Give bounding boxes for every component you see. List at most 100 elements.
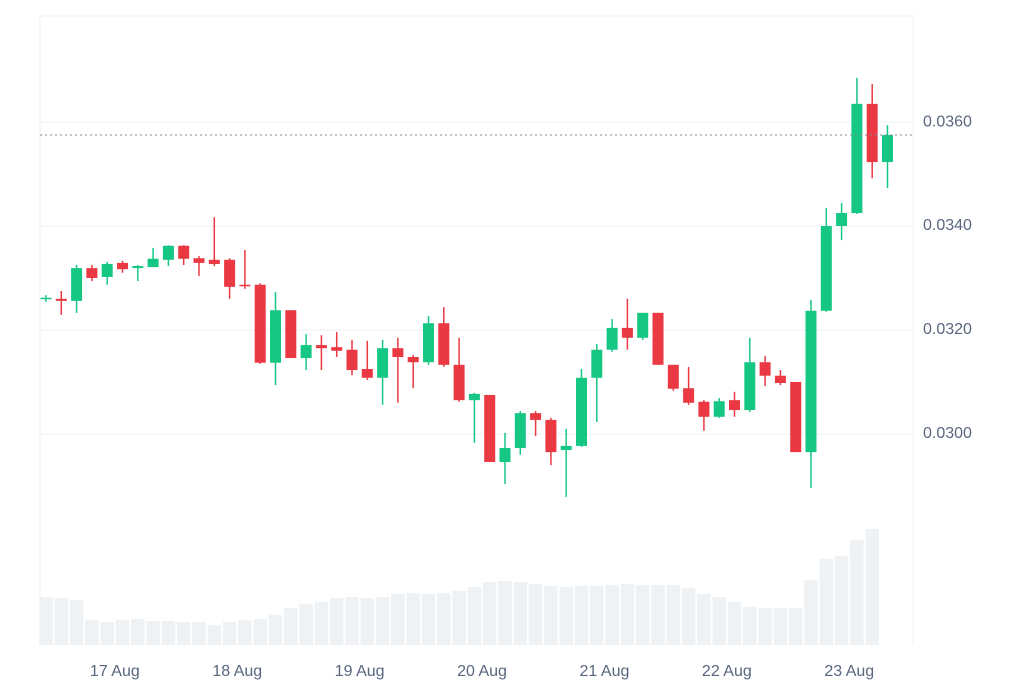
volume-bar <box>222 622 237 645</box>
candle-body <box>560 445 572 451</box>
candle-body <box>147 258 159 268</box>
candle-body <box>637 312 649 338</box>
volume-bar <box>819 559 834 645</box>
volume-bar <box>712 597 726 645</box>
x-tick-label: 18 Aug <box>212 663 262 680</box>
candle-body <box>377 348 389 378</box>
volume-bar <box>467 587 482 645</box>
volume-bar <box>804 580 818 645</box>
candle-body <box>101 263 113 277</box>
candle-body <box>530 413 542 420</box>
volume-bar <box>253 619 267 645</box>
candle-body <box>224 259 236 287</box>
volume-bar <box>452 591 466 645</box>
candle-body <box>499 447 511 463</box>
volume-bar <box>574 586 589 645</box>
x-tick-label: 22 Aug <box>702 663 752 680</box>
volume-bar <box>115 620 130 645</box>
y-tick-label: 0.0320 <box>923 321 972 338</box>
candle-body <box>514 413 526 448</box>
candle-body <box>438 323 450 365</box>
candle-body <box>254 284 266 363</box>
volume-bar <box>207 625 222 645</box>
volume-bar <box>299 604 313 645</box>
volume-bar <box>620 584 635 645</box>
volume-bar <box>437 593 451 645</box>
volume-bar <box>758 608 772 645</box>
candle-body <box>300 345 312 359</box>
candle-body <box>132 266 144 269</box>
volume-bar <box>482 582 497 645</box>
candle-body <box>331 347 343 351</box>
volume-bar <box>161 621 176 645</box>
candle-body <box>361 368 373 378</box>
candle-body <box>652 312 664 365</box>
volume-bar <box>773 608 788 645</box>
candle-body <box>836 213 848 227</box>
candle-body <box>621 327 633 338</box>
volume-bar <box>146 621 160 645</box>
volume-bar <box>238 620 252 645</box>
candle-body <box>239 284 251 287</box>
candle-body <box>453 364 465 401</box>
candle-body <box>86 268 98 278</box>
volume-bar <box>85 620 99 645</box>
candle-body <box>270 310 281 363</box>
candle-body <box>55 298 67 301</box>
volume-bar <box>131 619 145 645</box>
volume-bar <box>421 594 436 645</box>
candle-body <box>774 375 786 384</box>
volume-bar <box>69 600 84 645</box>
candle-body <box>851 103 863 214</box>
volume-bar <box>651 585 665 645</box>
volume-bar <box>590 586 604 645</box>
volume-bar <box>406 593 420 645</box>
candle-body <box>866 103 878 163</box>
volume-bar <box>544 586 558 645</box>
candle-body <box>346 349 358 371</box>
volume-bar <box>284 608 298 645</box>
candle-body <box>576 377 587 446</box>
x-tick-label: 20 Aug <box>457 663 507 680</box>
candle-body <box>162 245 174 260</box>
volume-bar <box>697 594 711 645</box>
volume-bar <box>559 587 573 645</box>
volume-bar <box>329 598 344 645</box>
candle-body <box>484 394 496 463</box>
candle-body <box>729 400 740 411</box>
volume-bar <box>513 582 528 645</box>
candle-body <box>407 357 419 363</box>
volume-bar <box>192 622 206 645</box>
volume-bar <box>635 585 650 645</box>
volume-bar <box>498 581 512 645</box>
x-tick-label: 23 Aug <box>824 663 874 680</box>
candle-body <box>698 401 710 417</box>
candle-body <box>790 381 802 453</box>
volume-bar <box>345 597 359 645</box>
volume-bar <box>528 584 543 645</box>
volume-bar <box>314 602 329 645</box>
x-tick-label: 21 Aug <box>580 663 630 680</box>
candle-body <box>606 327 618 350</box>
candle-body <box>591 349 603 378</box>
candle-body <box>683 388 695 403</box>
volume-bar <box>850 540 864 645</box>
candle-body <box>285 310 297 359</box>
x-tick-label: 19 Aug <box>335 663 385 680</box>
y-tick-label: 0.0340 <box>923 217 972 234</box>
candle-body <box>744 362 756 411</box>
candle-body <box>882 135 893 163</box>
volume-bar <box>54 598 69 645</box>
candle-body <box>40 297 52 300</box>
candle-body <box>759 362 771 376</box>
volume-bar <box>666 585 681 645</box>
volume-bar <box>39 597 53 645</box>
y-tick-label: 0.0360 <box>923 113 972 130</box>
volume-bar <box>391 594 405 645</box>
volume-bar <box>727 602 742 645</box>
x-tick-label: 17 Aug <box>90 663 140 680</box>
volume-bar <box>360 598 375 645</box>
candle-body <box>117 262 128 270</box>
volume-bar <box>268 615 283 645</box>
candle-body <box>392 348 404 358</box>
